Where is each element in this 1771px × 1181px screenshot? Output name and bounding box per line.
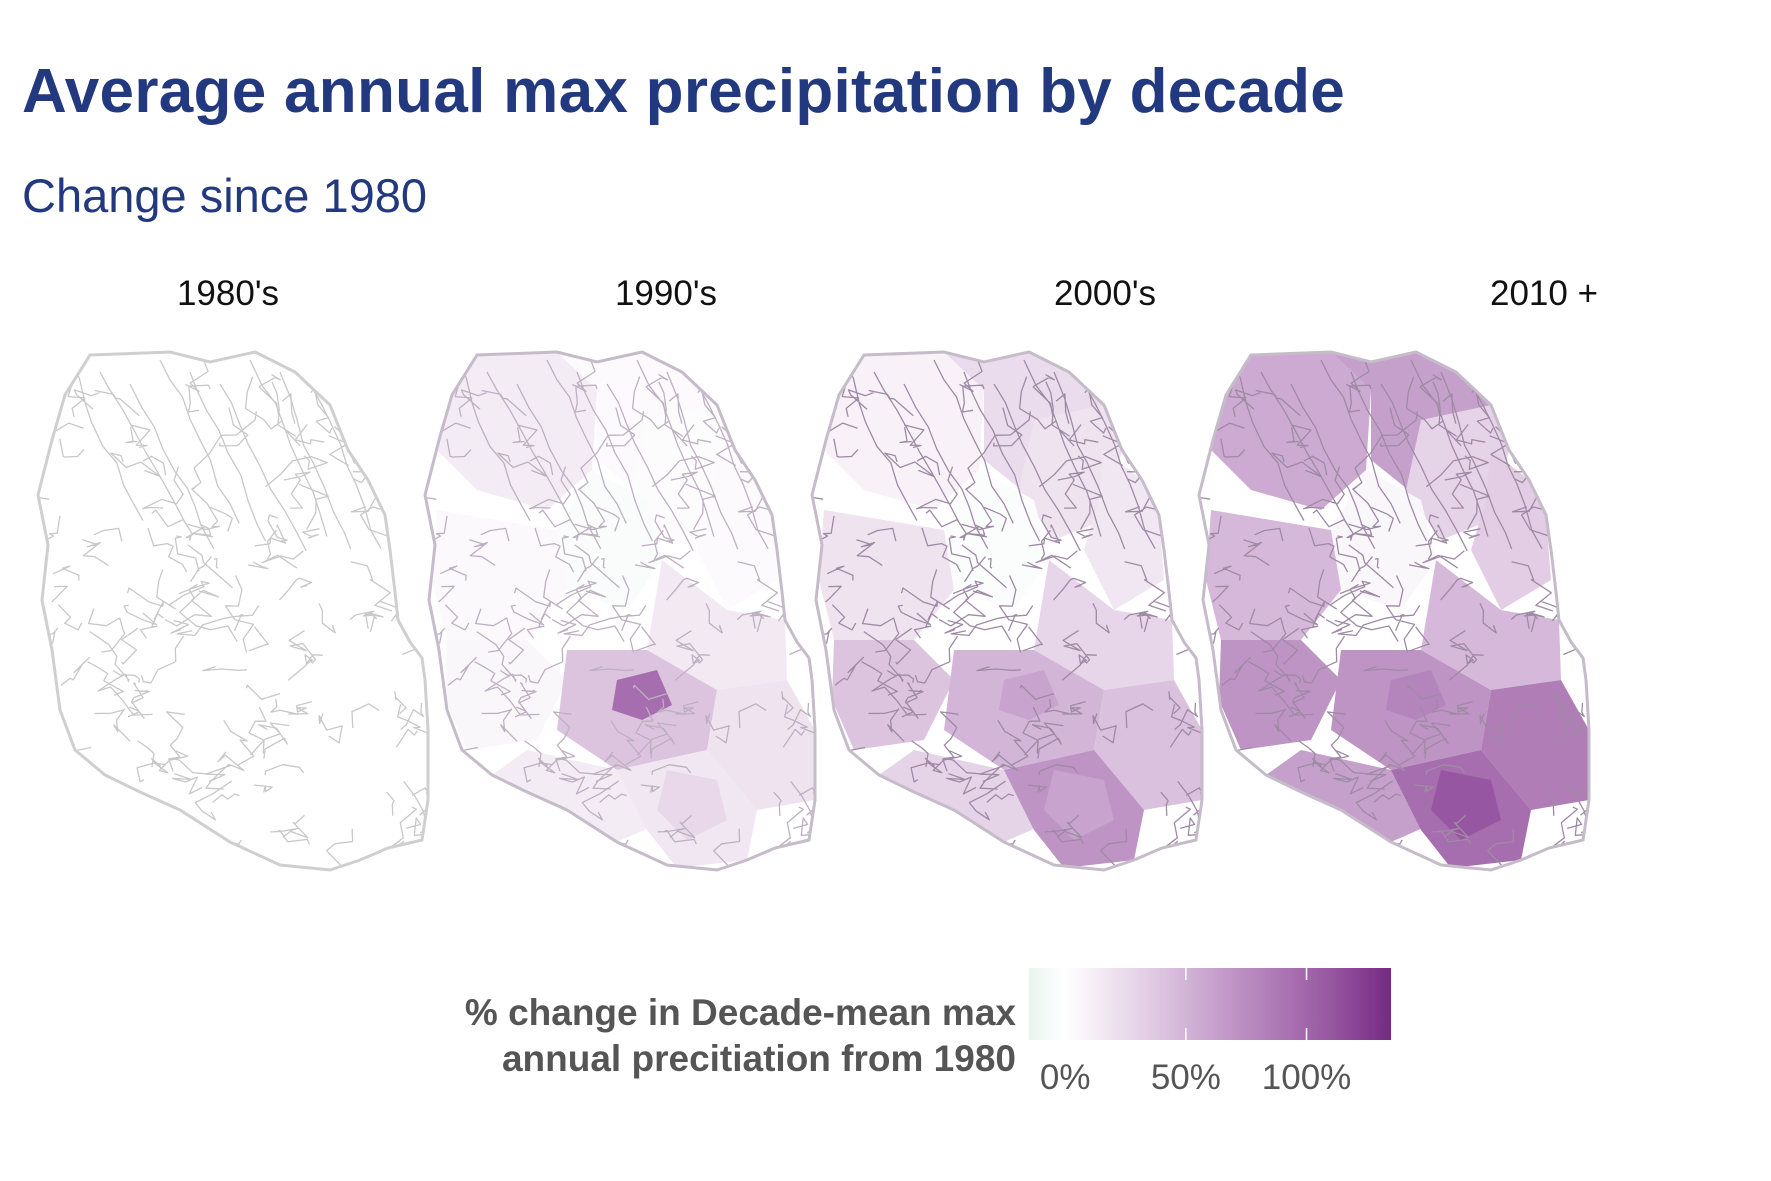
map-region	[832, 640, 954, 750]
map-region	[1219, 640, 1341, 750]
map-region	[105, 750, 280, 842]
map-region	[437, 352, 597, 510]
map-region	[819, 510, 954, 640]
map-panel-4	[1197, 350, 1591, 872]
map-region	[697, 450, 777, 610]
map-region	[432, 510, 567, 640]
map-region	[1471, 450, 1551, 610]
map-region	[1084, 450, 1164, 610]
map-region	[1431, 770, 1501, 840]
region-border	[810, 350, 1204, 872]
map-region	[45, 510, 180, 640]
legend-tick-label-0: 0%	[1039, 1058, 1091, 1097]
subbasin-boundaries	[812, 356, 1202, 870]
map-region	[1266, 750, 1441, 842]
map-region	[557, 470, 662, 610]
legend-title-line-2: annual precitiation from 1980	[501, 1038, 1016, 1079]
region-border	[36, 350, 430, 872]
legend-title-line-1: % change in Decade-mean max	[464, 992, 1016, 1033]
map-region	[1034, 560, 1174, 690]
map-region	[492, 750, 667, 842]
map-panels	[36, 350, 1591, 872]
map-region	[1386, 670, 1446, 720]
map-region	[270, 770, 340, 840]
region-border	[423, 350, 817, 872]
map-region	[1019, 405, 1122, 540]
map-region	[1206, 510, 1341, 640]
map-panel-3	[810, 350, 1204, 872]
chart-subtitle: Change since 1980	[22, 169, 428, 222]
legend-tick-label-100: 100%	[1261, 1058, 1352, 1097]
map-region	[1211, 352, 1371, 510]
map-region	[1406, 405, 1509, 540]
map-region	[657, 770, 727, 840]
map-region	[824, 352, 984, 510]
map-region	[58, 640, 180, 750]
region-border	[1197, 350, 1591, 872]
map-region	[1044, 770, 1114, 840]
map-region	[999, 670, 1059, 720]
map-region	[260, 560, 400, 690]
subbasin-boundaries	[425, 356, 815, 870]
map-panel-2	[423, 350, 817, 872]
map-region	[50, 352, 210, 510]
map-region	[1421, 560, 1561, 690]
map-region	[170, 470, 275, 610]
legend-tick-label-50: 50%	[1150, 1058, 1221, 1097]
legend-gradient	[1029, 968, 1391, 1040]
chart-title: Average annual max precipitation by deca…	[22, 57, 1346, 126]
map-region	[1331, 470, 1436, 610]
panel-label-1980s: 1980's	[176, 274, 280, 313]
map-region	[944, 470, 1049, 610]
map-panel-1	[36, 350, 430, 872]
panel-label-2000s: 2000's	[1053, 274, 1157, 313]
map-region	[245, 405, 348, 540]
subbasin-boundaries	[38, 356, 428, 870]
subbasin-boundaries	[1199, 356, 1589, 870]
map-region	[879, 750, 1054, 842]
map-region	[445, 640, 567, 750]
panel-label-2010s: 2010 +	[1489, 274, 1599, 313]
map-region	[632, 405, 735, 540]
map-region	[612, 670, 672, 720]
map-region	[647, 560, 787, 690]
map-region	[225, 670, 285, 720]
legend-colorbar	[1029, 968, 1391, 1040]
map-region	[310, 450, 390, 610]
legend-title: % change in Decade-mean max annual preci…	[340, 990, 1016, 1082]
panel-label-1990s: 1990's	[614, 274, 718, 313]
